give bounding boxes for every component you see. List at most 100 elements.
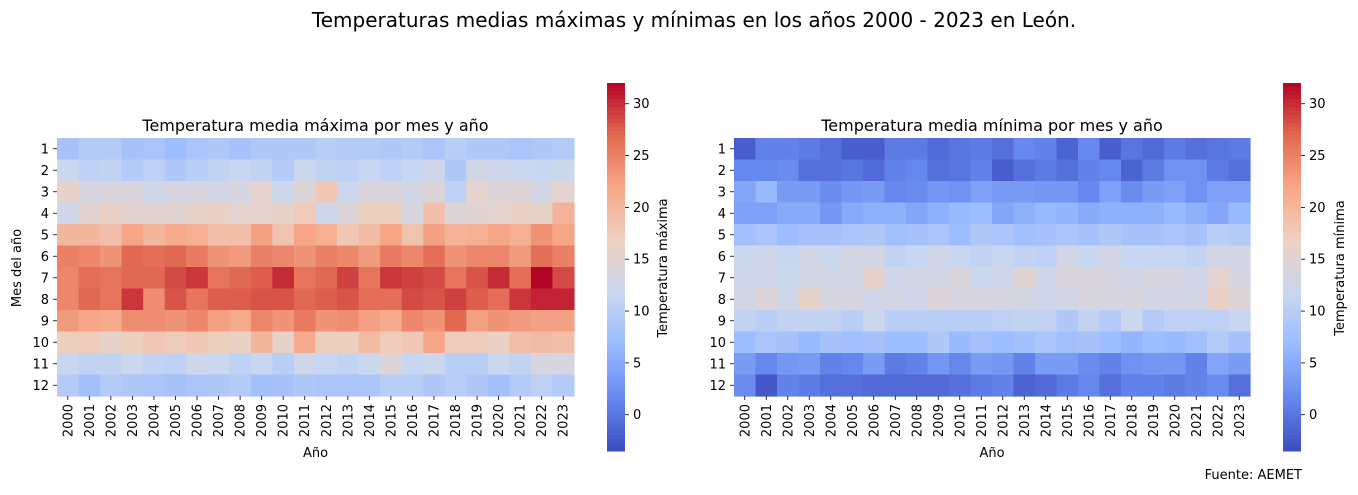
- heatmap-max-cell: [100, 310, 123, 333]
- heatmap-min-cell: [734, 288, 757, 311]
- heatmap-min-cell: [1207, 181, 1230, 204]
- heatmap-min-cell: [970, 224, 993, 247]
- heatmap-max-cell: [250, 353, 274, 376]
- heatmap-max-cell: [164, 159, 187, 182]
- heatmap-min-cell: [949, 224, 972, 247]
- heatmap-max-cell: [100, 288, 123, 311]
- heatmap-max-cell: [423, 331, 446, 354]
- colorbar-min-step: [1283, 339, 1301, 344]
- heatmap-max-cell: [100, 353, 123, 376]
- colorbar-min-step: [1283, 115, 1301, 120]
- x-tick-label: 2006: [191, 404, 206, 437]
- heatmap-min-cell: [927, 331, 950, 354]
- colorbar-max-step: [607, 187, 625, 192]
- heatmap-max-cell: [444, 138, 467, 161]
- colorbar-min-step: [1283, 427, 1301, 432]
- heatmap-max-cell: [293, 288, 317, 311]
- x-tick-label: 2012: [996, 404, 1011, 437]
- heatmap-min-cell: [884, 245, 907, 268]
- x-tick-label: 2013: [1018, 404, 1033, 437]
- heatmap-min-cell: [863, 224, 886, 247]
- heatmap-min-cell: [1056, 245, 1079, 268]
- heatmap-max-cell: [293, 267, 317, 290]
- colorbar-min-step: [1283, 323, 1301, 328]
- y-tick-label: 10: [32, 336, 49, 351]
- heatmap-max-cell: [100, 224, 123, 247]
- heatmap-max-cell: [186, 138, 209, 161]
- y-tick-label: 7: [718, 271, 726, 286]
- heatmap-min-cell: [755, 202, 778, 225]
- heatmap-min-cell: [1228, 288, 1251, 311]
- colorbar-max-step: [607, 163, 625, 168]
- y-tick-label: 12: [32, 379, 49, 394]
- heatmap-min-cell: [906, 202, 929, 225]
- colorbar-tick-label: 15: [633, 253, 650, 268]
- heatmap-min-cell: [949, 310, 972, 333]
- heatmap-min-cell: [1164, 310, 1187, 333]
- colorbar-min-step: [1283, 291, 1301, 296]
- heatmap-min-cell: [1207, 202, 1230, 225]
- heatmap-min-cell: [734, 331, 757, 354]
- heatmap-max-cell: [337, 159, 360, 182]
- heatmap-max-cell: [250, 288, 274, 311]
- heatmap-max-cell: [315, 288, 338, 311]
- heatmap-max-cell: [207, 331, 230, 354]
- heatmap-max-cell: [100, 245, 123, 268]
- heatmap-min-cell: [798, 353, 821, 376]
- y-tick-label: 7: [41, 271, 49, 286]
- heatmap-min-cell: [1013, 202, 1036, 225]
- heatmap-min-cell: [906, 310, 929, 333]
- colorbar-min-step: [1283, 367, 1301, 372]
- heatmap-min-cell: [1164, 159, 1187, 182]
- heatmap-min-cell: [1207, 159, 1230, 182]
- colorbar-min-step: [1283, 307, 1301, 312]
- heatmap-min-cell: [1035, 138, 1058, 161]
- colorbar-min-step: [1283, 403, 1301, 408]
- heatmap-max-cell: [164, 267, 187, 290]
- colorbar-max-step: [607, 415, 625, 420]
- heatmap-max-cell: [509, 245, 532, 268]
- heatmap-min-cell: [1099, 159, 1122, 182]
- colorbar-min-step: [1283, 211, 1301, 216]
- heatmap-max-cell: [401, 374, 424, 397]
- heatmap-min-cell: [1164, 353, 1187, 376]
- colorbar-min-step: [1283, 239, 1301, 244]
- heatmap-min-cell: [841, 138, 864, 161]
- heatmap-max-cell: [250, 202, 274, 225]
- colorbar-min-step: [1283, 411, 1301, 416]
- source-note: Fuente: AEMET: [1205, 468, 1302, 483]
- heatmap-min-cell: [863, 181, 886, 204]
- heatmap-max-cell: [466, 310, 489, 333]
- heatmap-max-cell: [78, 138, 101, 161]
- colorbar-tick-label: 0: [1309, 408, 1317, 423]
- colorbar-min-step: [1283, 279, 1301, 284]
- x-tick-label: 2020: [1168, 404, 1183, 437]
- heatmap-max-cell: [250, 267, 274, 290]
- heatmap-min-cell: [1185, 310, 1208, 333]
- colorbar-max-step: [607, 367, 625, 372]
- heatmap-max-cell: [57, 159, 80, 182]
- heatmap-min-cell: [927, 310, 950, 333]
- heatmap-min-cell: [1164, 202, 1187, 225]
- heatmap-max-cell: [509, 353, 532, 376]
- colorbar-min-step: [1283, 235, 1301, 240]
- heatmap-min-cell: [1142, 288, 1165, 311]
- heatmap-min-cell: [1078, 310, 1101, 333]
- heatmap-min-cell: [1099, 202, 1122, 225]
- heatmap-max-cell: [401, 288, 424, 311]
- heatmap-max-cell: [337, 267, 360, 290]
- heatmap-max-cell: [186, 159, 209, 182]
- colorbar-min-step: [1283, 267, 1301, 272]
- heatmap-max-cell: [78, 245, 101, 268]
- heatmap-max-cell: [552, 374, 575, 397]
- heatmap-max-cell: [229, 288, 252, 311]
- heatmap-max-cell: [552, 331, 575, 354]
- heatmap-min-cell: [1207, 288, 1230, 311]
- heatmap-min-cell: [1121, 245, 1144, 268]
- heatmap-min-cell: [1035, 245, 1058, 268]
- heatmap-min-cell: [755, 159, 778, 182]
- heatmap-min-cell: [1035, 353, 1058, 376]
- colorbar-min-step: [1283, 347, 1301, 352]
- colorbar-min-step: [1283, 255, 1301, 260]
- heatmap-max-cell: [250, 245, 274, 268]
